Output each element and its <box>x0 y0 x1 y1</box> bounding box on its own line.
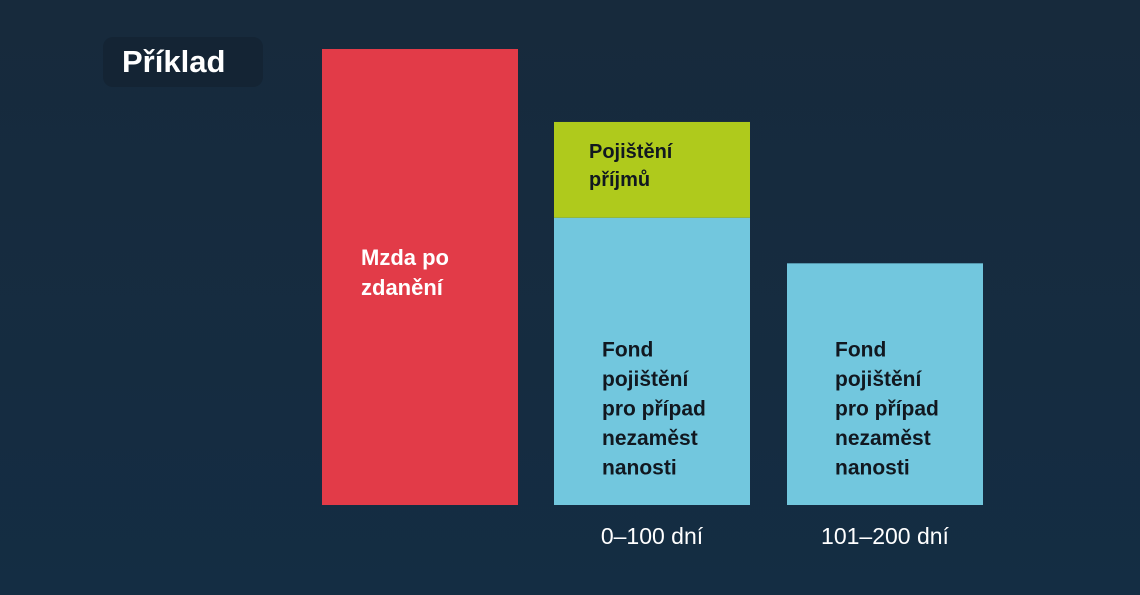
x-tick-label: 101–200 dní <box>821 523 950 549</box>
bar-segment <box>554 121 750 218</box>
x-tick-label: 0–100 dní <box>601 523 704 549</box>
bar-segment <box>322 49 518 505</box>
bar-segment <box>554 217 750 505</box>
chart-title: Příklad <box>103 37 263 87</box>
segment-label: Fond pojištění pro případ nezaměst nanosti <box>602 339 706 480</box>
segment-label: Fond pojištění pro případ nezaměst nanosti <box>835 339 939 480</box>
segment-label: Mzda po zdanění <box>361 245 449 300</box>
bar-segment <box>787 263 983 505</box>
segment-label: Pojištění příjmů <box>589 141 674 191</box>
